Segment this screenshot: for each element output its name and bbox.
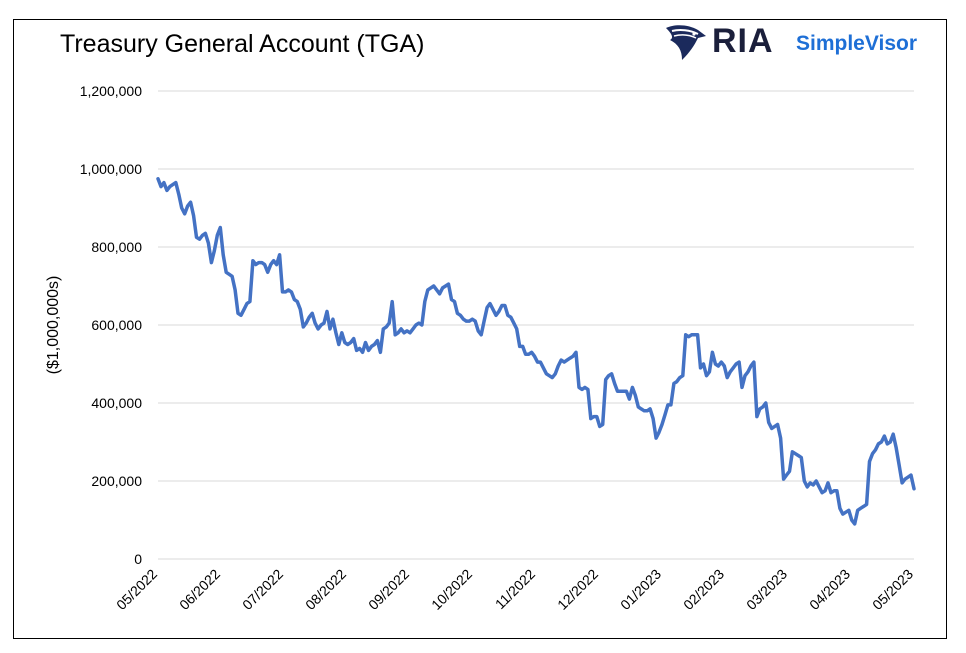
x-tick-label: 05/2022: [113, 566, 160, 613]
x-tick-label: 05/2023: [869, 566, 916, 613]
x-tick-label: 03/2023: [743, 566, 790, 613]
x-tick-label: 11/2022: [492, 566, 539, 613]
x-tick-label: 01/2023: [617, 566, 664, 613]
x-tick-label: 07/2022: [239, 566, 286, 613]
logo-product-text: SimpleVisor: [796, 32, 917, 55]
y-tick-label: 600,000: [91, 317, 142, 333]
x-tick-label: 09/2022: [365, 566, 412, 613]
x-tick-label: 04/2023: [806, 566, 853, 613]
chart-title: Treasury General Account (TGA): [60, 30, 425, 58]
y-tick-label: 1,200,000: [80, 83, 142, 99]
x-axis-ticks: 05/2022 06/2022 07/2022 08/2022 09/2022 10/20…: [113, 566, 916, 613]
y-tick-label: 1,000,000: [80, 161, 142, 177]
grid-lines: [158, 90, 914, 560]
y-tick-label: 200,000: [91, 473, 142, 489]
y-tick-label: 0: [134, 551, 142, 567]
y-tick-label: 400,000: [91, 395, 142, 411]
x-tick-label: 08/2022: [302, 566, 349, 613]
eagle-head-icon: [666, 25, 706, 60]
x-tick-label: 12/2022: [554, 566, 601, 613]
x-tick-label: 06/2022: [176, 566, 223, 613]
series-layer: [156, 177, 916, 526]
chart-frame: [13, 19, 947, 639]
y-axis-label: ($1,000,000s): [45, 276, 62, 375]
logo-brand-text: RIA: [712, 22, 774, 60]
y-tick-label: 800,000: [91, 239, 142, 255]
x-tick-label: 10/2022: [428, 566, 475, 613]
y-axis-ticks: 0 200,000 400,000 600,000 800,000 1,000,000 1,…: [80, 83, 143, 567]
ria-simplevisor-logo: RIA SimpleVisor: [664, 22, 934, 66]
series-line: [156, 177, 916, 526]
x-tick-label: 02/2023: [680, 566, 727, 613]
